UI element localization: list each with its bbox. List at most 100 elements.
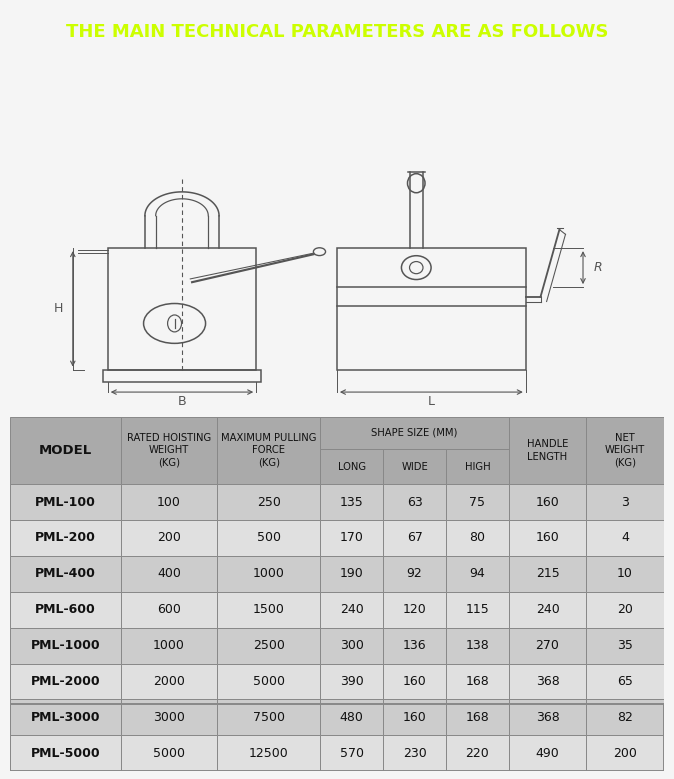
Bar — [121, 556, 217, 592]
Bar — [217, 556, 320, 592]
Bar — [121, 735, 217, 771]
Text: 12500: 12500 — [249, 747, 288, 760]
Text: 94: 94 — [470, 567, 485, 580]
Text: 80: 80 — [469, 531, 485, 545]
Bar — [384, 664, 446, 700]
Bar — [586, 628, 664, 664]
Bar — [121, 628, 217, 664]
Text: 3: 3 — [621, 495, 629, 509]
Bar — [10, 704, 664, 771]
Bar — [121, 520, 217, 556]
Text: 368: 368 — [536, 675, 559, 688]
Text: 100: 100 — [157, 495, 181, 509]
Bar — [509, 417, 586, 484]
Bar — [320, 449, 384, 484]
Bar — [446, 449, 509, 484]
Bar — [446, 556, 509, 592]
Text: 5000: 5000 — [153, 747, 185, 760]
Bar — [10, 664, 121, 700]
Bar — [10, 628, 121, 664]
Bar — [217, 520, 320, 556]
Bar — [509, 700, 586, 735]
Bar — [384, 735, 446, 771]
Text: 92: 92 — [406, 567, 423, 580]
Text: 200: 200 — [613, 747, 637, 760]
Text: 600: 600 — [157, 603, 181, 616]
Text: 82: 82 — [617, 711, 633, 724]
Text: PML-200: PML-200 — [35, 531, 96, 545]
Text: HIGH: HIGH — [464, 462, 490, 471]
Text: 215: 215 — [536, 567, 559, 580]
Text: 170: 170 — [340, 531, 364, 545]
Text: LONG: LONG — [338, 462, 366, 471]
Bar — [217, 592, 320, 628]
Text: WIDE: WIDE — [401, 462, 428, 471]
Text: SHAPE SIZE (MM): SHAPE SIZE (MM) — [371, 428, 458, 438]
Text: 300: 300 — [340, 639, 364, 652]
Bar — [217, 628, 320, 664]
Text: 4: 4 — [621, 531, 629, 545]
Bar — [509, 735, 586, 771]
Text: 3000: 3000 — [153, 711, 185, 724]
Text: R: R — [594, 261, 602, 274]
Bar — [446, 484, 509, 520]
Bar — [509, 664, 586, 700]
Bar — [10, 417, 121, 484]
Bar — [384, 484, 446, 520]
Bar — [320, 700, 384, 735]
Bar — [586, 700, 664, 735]
Bar — [586, 556, 664, 592]
Text: 160: 160 — [402, 675, 427, 688]
Bar — [121, 664, 217, 700]
Text: NET
WEIGHT
(KG): NET WEIGHT (KG) — [605, 433, 645, 468]
Bar — [384, 520, 446, 556]
Bar — [337, 249, 526, 369]
Text: PML-5000: PML-5000 — [31, 747, 100, 760]
Text: 368: 368 — [536, 711, 559, 724]
Bar — [384, 592, 446, 628]
Bar — [121, 592, 217, 628]
Text: 160: 160 — [536, 531, 559, 545]
Text: 168: 168 — [466, 675, 489, 688]
Text: 390: 390 — [340, 675, 364, 688]
Text: 136: 136 — [403, 639, 427, 652]
Bar — [10, 735, 121, 771]
Text: PML-400: PML-400 — [35, 567, 96, 580]
Bar — [509, 484, 586, 520]
Bar — [586, 417, 664, 484]
Text: 220: 220 — [466, 747, 489, 760]
Text: 35: 35 — [617, 639, 633, 652]
Bar — [217, 664, 320, 700]
Bar — [217, 484, 320, 520]
Bar — [586, 592, 664, 628]
Bar — [586, 735, 664, 771]
Bar — [586, 664, 664, 700]
Text: 5000: 5000 — [253, 675, 284, 688]
Text: 200: 200 — [157, 531, 181, 545]
Text: 75: 75 — [469, 495, 485, 509]
Text: 190: 190 — [340, 567, 364, 580]
Bar — [446, 664, 509, 700]
Text: PML-600: PML-600 — [35, 603, 96, 616]
Bar — [121, 484, 217, 520]
Text: 65: 65 — [617, 675, 633, 688]
Bar — [217, 735, 320, 771]
Text: 490: 490 — [536, 747, 559, 760]
Bar — [217, 700, 320, 735]
Text: 250: 250 — [257, 495, 280, 509]
Text: THE MAIN TECHNICAL PARAMETERS ARE AS FOLLOWS: THE MAIN TECHNICAL PARAMETERS ARE AS FOL… — [66, 23, 608, 41]
Bar — [320, 735, 384, 771]
Text: 500: 500 — [257, 531, 280, 545]
Text: 1000: 1000 — [153, 639, 185, 652]
Bar — [10, 520, 121, 556]
Bar — [121, 417, 217, 484]
Bar — [10, 556, 121, 592]
Bar — [384, 628, 446, 664]
Bar — [320, 592, 384, 628]
Text: 168: 168 — [466, 711, 489, 724]
Text: PML-2000: PML-2000 — [31, 675, 100, 688]
Bar — [320, 664, 384, 700]
Text: 2500: 2500 — [253, 639, 284, 652]
Text: 400: 400 — [157, 567, 181, 580]
Text: 2000: 2000 — [153, 675, 185, 688]
